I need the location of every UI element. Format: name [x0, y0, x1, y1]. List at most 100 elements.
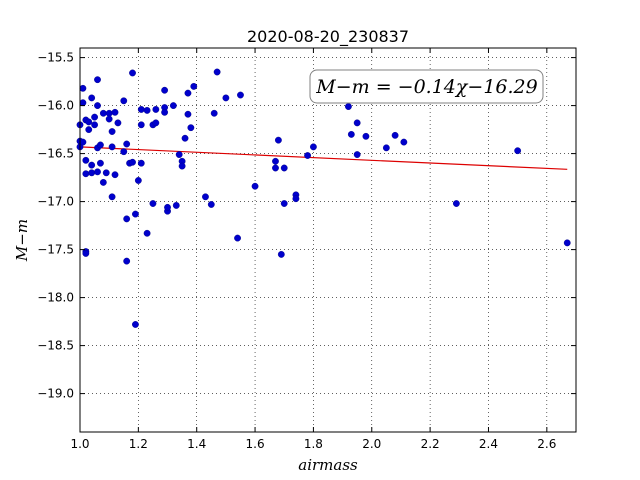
- data-point: [164, 203, 171, 211]
- data-point: [292, 195, 300, 203]
- x-axis-ticks: 1.0 1.2 1.4 1.6 1.8 2.0 2.2 2.4 2.6: [70, 48, 556, 451]
- x-tick-label: 1.4: [187, 437, 206, 451]
- x-tick-label: 2.2: [421, 437, 440, 451]
- data-point: [272, 157, 279, 165]
- data-point: [123, 140, 131, 148]
- data-point: [91, 121, 98, 129]
- data-point: [391, 131, 399, 139]
- data-point: [137, 106, 145, 113]
- data-point: [362, 132, 370, 140]
- x-tick-label: 1.0: [70, 437, 89, 451]
- data-point: [152, 119, 160, 127]
- data-point: [277, 250, 285, 258]
- data-point: [123, 257, 131, 265]
- data-point: [143, 107, 151, 114]
- data-point: [161, 86, 169, 94]
- data-point: [99, 178, 107, 186]
- data-point: [178, 162, 186, 170]
- data-point: [184, 110, 192, 118]
- data-point: [181, 134, 189, 142]
- fit-annotation: M−m = −0.14χ−16.29: [315, 76, 537, 98]
- data-point: [114, 119, 122, 127]
- data-point: [237, 91, 244, 99]
- data-point: [175, 151, 183, 158]
- y-axis-ticks: −15.5 −16.0 −16.5 −17.0 −17.5 −18.0 −18.5 −19.0: [37, 51, 576, 401]
- data-point: [120, 97, 128, 105]
- x-tick-label: 2.4: [479, 437, 498, 451]
- plot-frame: [79, 47, 577, 433]
- data-point: [79, 84, 87, 92]
- y-tick-label: −15.5: [37, 51, 74, 65]
- data-point: [251, 182, 259, 190]
- data-point: [280, 164, 288, 172]
- y-tick-label: −18.5: [37, 339, 74, 353]
- data-point: [210, 109, 218, 117]
- data-point: [345, 103, 352, 110]
- data-point: [274, 136, 282, 144]
- data-point: [111, 108, 119, 116]
- data-point: [108, 193, 116, 201]
- x-tick-label: 2.6: [537, 437, 556, 451]
- x-tick-label: 1.6: [246, 437, 265, 451]
- data-point: [272, 164, 279, 172]
- data-point: [85, 126, 93, 134]
- data-point: [94, 168, 101, 176]
- annotation-box: [309, 69, 544, 104]
- data-point: [134, 177, 142, 184]
- y-tick-label: −19.0: [37, 387, 74, 401]
- data-point: [99, 109, 107, 117]
- data-point: [88, 169, 96, 177]
- data-point: [213, 68, 221, 76]
- y-axis-label: M−m: [13, 219, 31, 262]
- fit-line-group: [79, 146, 568, 170]
- data-point: [105, 109, 113, 117]
- data-point: [137, 121, 145, 129]
- data-point: [123, 215, 131, 223]
- data-point: [129, 158, 136, 166]
- x-axis-label: airmass: [298, 456, 358, 474]
- data-point: [202, 193, 209, 201]
- x-tick-label: 2.0: [362, 437, 381, 451]
- data-point: [82, 250, 90, 257]
- data-point: [234, 234, 241, 242]
- data-point: [85, 118, 93, 126]
- data-point: [222, 94, 230, 102]
- data-point: [132, 321, 139, 328]
- data-point: [563, 239, 571, 247]
- data-point: [120, 148, 128, 156]
- data-point: [347, 130, 355, 138]
- data-point: [91, 113, 98, 121]
- data-point: [82, 170, 90, 178]
- data-point: [382, 144, 390, 152]
- data-point: [132, 210, 139, 218]
- data-point: [190, 83, 198, 90]
- data-point: [97, 159, 104, 167]
- data-point: [514, 147, 522, 155]
- data-point: [108, 128, 116, 135]
- data-point: [169, 102, 177, 110]
- data-point: [79, 138, 87, 146]
- data-point: [400, 138, 408, 146]
- data-points: [76, 68, 571, 328]
- data-point: [105, 115, 113, 123]
- data-point: [152, 106, 160, 113]
- grid-lines: [79, 48, 576, 432]
- data-point: [97, 141, 104, 149]
- y-tick-label: −18.0: [37, 291, 74, 305]
- data-point: [108, 143, 116, 151]
- data-point: [88, 94, 96, 102]
- data-point: [94, 102, 101, 110]
- y-tick-label: −16.0: [37, 99, 74, 113]
- data-point: [161, 108, 169, 116]
- data-point: [88, 161, 96, 169]
- data-point: [207, 201, 215, 208]
- fit-line: [79, 146, 568, 170]
- data-point: [129, 69, 136, 77]
- data-point: [82, 156, 90, 164]
- chart-title: 2020-08-20_230837: [247, 27, 409, 47]
- x-tick-label: 1.8: [304, 437, 323, 451]
- data-point: [304, 152, 311, 159]
- data-point: [143, 229, 151, 237]
- y-tick-label: −17.0: [37, 195, 74, 209]
